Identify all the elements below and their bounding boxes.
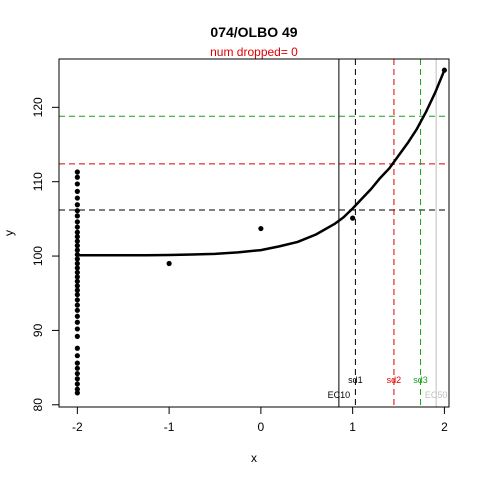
chart-subtitle: num dropped= 0 bbox=[210, 45, 298, 59]
x-tick-label-0: -2 bbox=[72, 420, 83, 434]
data-point-43 bbox=[350, 215, 356, 221]
data-point-11 bbox=[74, 234, 80, 240]
y-tick-label-2: 100 bbox=[31, 246, 45, 266]
data-point-28 bbox=[74, 313, 80, 319]
x-tick-label-3: 1 bbox=[349, 420, 356, 434]
data-point-27 bbox=[74, 307, 80, 313]
vline-label-2: sd2 bbox=[387, 375, 402, 385]
data-point-14 bbox=[74, 247, 80, 253]
y-axis-label: y bbox=[2, 230, 16, 236]
data-point-36 bbox=[74, 370, 80, 377]
data-point-3 bbox=[74, 188, 80, 194]
x-axis-label: x bbox=[251, 451, 257, 465]
chart-title: 074/OLBO 49 bbox=[210, 24, 297, 40]
data-point-18 bbox=[74, 265, 80, 271]
y-tick-label-0: 80 bbox=[31, 398, 45, 412]
vline-label-3: sd3 bbox=[413, 375, 428, 385]
data-point-16 bbox=[74, 256, 80, 262]
data-point-7 bbox=[74, 213, 80, 219]
curve-layer bbox=[77, 69, 446, 257]
data-point-2 bbox=[74, 181, 80, 187]
fitted-curve bbox=[77, 69, 446, 257]
data-point-35 bbox=[74, 365, 80, 371]
data-point-40 bbox=[74, 390, 80, 396]
data-point-31 bbox=[74, 333, 80, 339]
data-point-1 bbox=[74, 174, 80, 180]
y-tick-label-3: 110 bbox=[31, 172, 45, 191]
data-point-19 bbox=[74, 269, 80, 276]
data-point-6 bbox=[74, 208, 80, 214]
data-point-41 bbox=[166, 260, 172, 267]
y-tick-label-1: 90 bbox=[31, 323, 45, 337]
plot-frame bbox=[58, 58, 450, 408]
data-point-37 bbox=[74, 376, 80, 382]
data-point-5 bbox=[74, 202, 80, 208]
data-point-42 bbox=[258, 225, 264, 232]
x-tick-label-2: 0 bbox=[258, 420, 265, 434]
vlines-layer bbox=[338, 59, 437, 407]
data-point-20 bbox=[74, 274, 80, 280]
data-point-21 bbox=[74, 278, 80, 284]
x-axis: -2 -1 0 1 2 bbox=[72, 406, 448, 434]
data-point-39 bbox=[74, 386, 80, 392]
vline-labels-layer: EC10 sd1 sd2 sd3 EC50 bbox=[328, 375, 448, 400]
data-point-8 bbox=[74, 219, 80, 225]
data-point-23 bbox=[74, 287, 80, 293]
data-point-34 bbox=[74, 360, 80, 366]
data-point-33 bbox=[74, 353, 80, 359]
hlines-layer bbox=[59, 115, 449, 211]
data-point-26 bbox=[74, 302, 80, 308]
x-tick-label-1: -1 bbox=[164, 420, 175, 434]
data-point-22 bbox=[74, 283, 80, 289]
data-point-10 bbox=[74, 229, 80, 235]
data-point-29 bbox=[74, 319, 80, 325]
data-point-13 bbox=[74, 243, 80, 249]
data-point-24 bbox=[74, 292, 80, 298]
data-point-38 bbox=[74, 381, 80, 387]
data-point-44 bbox=[441, 67, 448, 73]
data-point-9 bbox=[74, 224, 80, 230]
data-point-17 bbox=[74, 260, 80, 267]
data-point-12 bbox=[74, 238, 80, 244]
points-layer bbox=[74, 67, 448, 396]
data-point-4 bbox=[74, 195, 80, 201]
vline-label-4: EC50 bbox=[425, 390, 448, 400]
data-point-32 bbox=[74, 345, 80, 351]
x-tick-label-4: 2 bbox=[441, 420, 448, 434]
y-axis: 80 90 100 110 120 bbox=[31, 97, 60, 412]
data-point-0 bbox=[74, 169, 80, 175]
data-point-15 bbox=[74, 251, 80, 258]
y-tick-label-4: 120 bbox=[31, 97, 45, 117]
vline-label-1: sd1 bbox=[348, 375, 363, 385]
data-point-25 bbox=[74, 297, 80, 303]
data-point-30 bbox=[74, 326, 80, 332]
vline-label-0: EC10 bbox=[328, 390, 351, 400]
